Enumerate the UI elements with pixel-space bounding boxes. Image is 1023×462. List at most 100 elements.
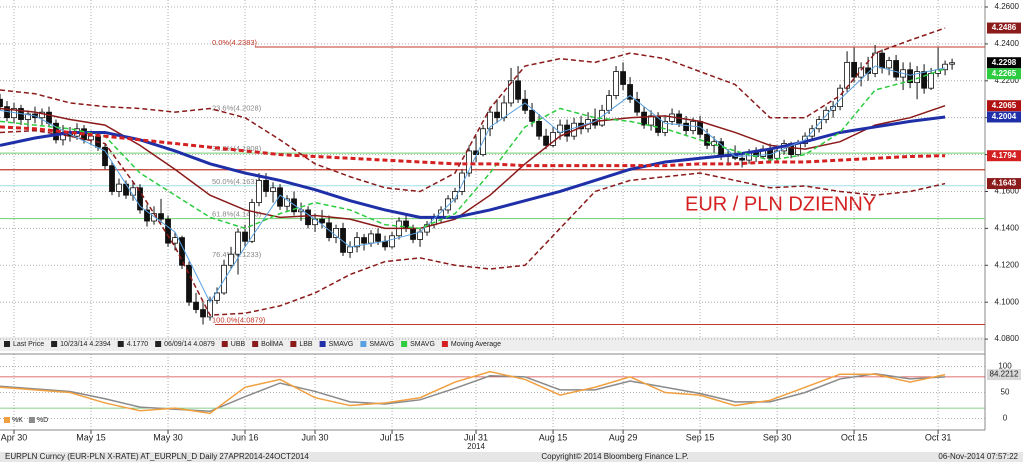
- fib-label: 50.0%(4.1631): [212, 177, 262, 186]
- legend-swatch: [252, 341, 259, 347]
- annotation: EUR / PLN DZIENNY: [685, 193, 876, 215]
- candle-body: [256, 180, 262, 203]
- overlay-line: [0, 68, 946, 230]
- y-tick-label: 4.0800: [995, 334, 1020, 343]
- candle-body: [711, 141, 717, 146]
- candle-body: [872, 52, 878, 74]
- legend-info: 06/09/14 4.0879: [164, 341, 215, 348]
- candle-body: [613, 71, 619, 96]
- candle-body: [354, 237, 360, 248]
- candle-body: [242, 231, 248, 242]
- legend-label: %K: [12, 417, 23, 424]
- candle-body: [193, 301, 199, 310]
- legend-info: 4.1770: [127, 341, 149, 348]
- candle-body: [487, 111, 493, 130]
- candle-body: [333, 227, 339, 239]
- y-tick-label: 4.1600: [995, 187, 1020, 196]
- candle-body: [249, 202, 255, 242]
- candle-body: [893, 60, 899, 78]
- indicator-tag: [987, 369, 1021, 381]
- candle-body: [144, 209, 150, 222]
- fib-label: 76.4%(4.1233): [212, 250, 262, 259]
- legend-label: SMAVG: [329, 341, 354, 348]
- indicator-line: [0, 372, 946, 413]
- price-tag-label: 4.2265: [992, 69, 1017, 78]
- candle-body: [886, 60, 892, 69]
- fib-label: 0.0%(4.2383): [212, 38, 258, 47]
- x-tick-label: May 30: [153, 432, 183, 442]
- overlay-line: [0, 115, 946, 219]
- y-tick-label: 4.1400: [995, 223, 1020, 232]
- price-tag: [987, 57, 1021, 69]
- price-tag-label: 4.2065: [992, 101, 1017, 110]
- candle-body: [46, 111, 52, 124]
- candle-body: [641, 111, 647, 126]
- footer-center: Copyright© 2014 Bloomberg Finance L.P.: [541, 452, 688, 461]
- candle-body: [123, 183, 129, 196]
- candle-body: [0, 98, 3, 108]
- y-tick-label: 4.1200: [995, 260, 1020, 269]
- legend-info: 10/23/14 4.2394: [60, 341, 111, 348]
- candle-body: [109, 165, 115, 192]
- legend-info: Last Price: [13, 341, 44, 348]
- legend-label: %D: [37, 417, 48, 424]
- legend-label: SMAVG: [369, 341, 394, 348]
- legend-label: BollMA: [261, 341, 284, 348]
- candle-body: [158, 213, 164, 220]
- price-tag: [987, 178, 1021, 190]
- candle-body: [347, 246, 353, 253]
- legend-icon: [51, 341, 58, 347]
- x-tick-label: Oct 15: [841, 432, 868, 442]
- x-tick-label: Oct 31: [925, 432, 952, 442]
- candle-body: [494, 111, 500, 119]
- price-tag-label: 4.2298: [992, 58, 1017, 67]
- y-tick-label: 0: [1003, 414, 1008, 423]
- candle-body: [851, 61, 857, 78]
- candle-body: [739, 157, 745, 161]
- x-tick-label: Sep 30: [763, 432, 792, 442]
- candle-body: [662, 120, 668, 133]
- x-tick-label: Sep 15: [686, 432, 715, 442]
- candle-body: [172, 237, 178, 244]
- price-tag: [987, 150, 1021, 162]
- legend-label: Moving Average: [451, 341, 501, 348]
- legend-label: LBB: [299, 341, 313, 348]
- candle-body: [921, 71, 927, 89]
- candle-body: [501, 102, 507, 119]
- indicator-line: [0, 370, 946, 415]
- y-tick-label: 4.2200: [995, 76, 1020, 85]
- x-tick-label: Apr 30: [1, 432, 28, 442]
- legend-icon: [4, 341, 10, 347]
- overlay-line: [0, 125, 946, 168]
- year-label: 2014: [467, 442, 485, 451]
- x-tick-label: Aug 15: [539, 432, 568, 442]
- footer-left: EURPLN Curncy (EUR-PLN X-RATE) AT_EURPLN…: [5, 452, 309, 461]
- candle-body: [928, 73, 934, 89]
- fib-label: 100.0%(4.0879): [212, 315, 266, 324]
- candle-body: [382, 240, 388, 248]
- candle-body: [263, 180, 269, 192]
- candle-body: [417, 231, 423, 240]
- candle-body: [942, 63, 948, 71]
- y-tick-label: 4.1000: [995, 297, 1020, 306]
- footer-right: 06-Nov-2014 07:57:22: [938, 452, 1018, 461]
- fib-label: 61.8%(4.1453): [212, 210, 262, 219]
- price-tag-label: 4.2004: [992, 112, 1017, 121]
- legend-icon: [155, 341, 162, 347]
- candle-body: [536, 120, 542, 137]
- fib-label: 23.6%(4.2028): [212, 104, 262, 113]
- x-tick-label: May 15: [76, 432, 106, 442]
- legend-swatch: [290, 341, 297, 347]
- candle-body: [879, 52, 885, 69]
- overlay-line: [0, 65, 946, 304]
- candle-body: [620, 71, 626, 85]
- price-tag: [987, 111, 1021, 123]
- overlay-line: [0, 129, 946, 316]
- candle-body: [137, 187, 143, 211]
- legend-bar: [0, 337, 985, 351]
- candle-body: [508, 80, 514, 104]
- candle-body: [445, 198, 451, 211]
- price-tag-label: 4.2486: [992, 23, 1017, 32]
- candle-body: [88, 135, 94, 141]
